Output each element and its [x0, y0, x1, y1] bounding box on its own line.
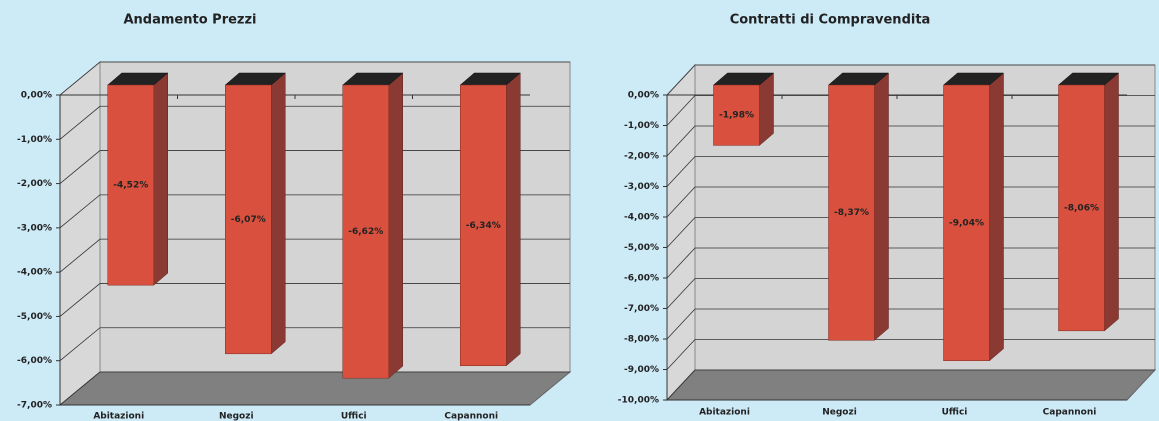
floor: [58, 371, 572, 406]
grid-line: [666, 64, 1155, 96]
y-tick-label: 0,00%: [628, 91, 659, 101]
x-tick-label: Capannoni: [444, 412, 498, 421]
y-tick-label: -1,00%: [624, 121, 659, 131]
grid-line: [59, 61, 570, 96]
y-tick-label: -5,00%: [17, 312, 52, 322]
data-label: -8,37%: [834, 208, 869, 218]
x-tick-label: Negozi: [822, 408, 857, 418]
bar-side: [506, 72, 521, 367]
grid-line: [59, 150, 570, 184]
bar-side: [388, 72, 403, 379]
grid-line: [59, 238, 570, 273]
grid-line: [59, 371, 570, 406]
bar: [713, 84, 760, 146]
data-label: -6,34%: [466, 221, 501, 231]
bar: [1058, 84, 1105, 332]
bar-side: [989, 72, 1004, 362]
x-tick-label: Abitazioni: [699, 408, 750, 418]
data-label: -8,06%: [1064, 203, 1099, 213]
y-tick-label: -2,00%: [624, 152, 659, 162]
bar-side: [1104, 72, 1119, 332]
y-tick-label: -1,00%: [17, 135, 52, 145]
bar-side: [271, 72, 286, 355]
data-label: -6,62%: [348, 227, 383, 237]
y-tick-label: -4,00%: [624, 213, 659, 223]
grid-line: [59, 283, 570, 317]
y-tick-label: -7,00%: [17, 401, 52, 411]
x-tick-label: Negozi: [219, 412, 254, 421]
bar-side: [874, 72, 889, 341]
chart-title: Andamento Prezzi: [123, 13, 256, 28]
x-tick-label: Uffici: [942, 408, 968, 418]
data-label: -9,04%: [949, 218, 984, 228]
data-label: -1,98%: [719, 111, 754, 121]
bar-side: [153, 72, 168, 286]
y-tick-label: -9,00%: [624, 365, 659, 375]
y-tick-label: 0,00%: [21, 91, 52, 101]
y-tick-label: -3,00%: [624, 182, 659, 192]
y-tick-label: -7,00%: [624, 304, 659, 314]
grid-line: [59, 327, 570, 362]
bar-side: [759, 72, 774, 146]
side-wall: [59, 60, 101, 407]
y-tick-label: -5,00%: [624, 243, 659, 253]
bar: [943, 84, 990, 361]
y-tick-label: -8,00%: [624, 335, 659, 345]
y-tick-label: -4,00%: [17, 268, 52, 278]
bar: [460, 84, 507, 367]
bar: [342, 84, 389, 379]
chart-title: Contratti di Compravendita: [730, 13, 931, 28]
grid-line: [666, 369, 1155, 401]
grid-line: [59, 105, 570, 140]
bar: [225, 84, 272, 355]
x-tick-label: Uffici: [341, 412, 367, 421]
y-tick-label: -6,00%: [17, 356, 52, 366]
bar: [828, 84, 875, 341]
x-tick-label: Abitazioni: [93, 412, 144, 421]
x-tick-label: Capannoni: [1043, 408, 1097, 418]
y-tick-label: -3,00%: [17, 223, 52, 233]
bar: [107, 84, 154, 286]
data-label: -4,52%: [113, 181, 148, 191]
y-tick-label: -2,00%: [17, 179, 52, 189]
y-tick-label: -6,00%: [624, 274, 659, 284]
grid-line: [59, 194, 570, 229]
y-tick-label: -10,00%: [618, 396, 659, 406]
floor: [665, 369, 1157, 401]
data-label: -6,07%: [231, 215, 266, 225]
